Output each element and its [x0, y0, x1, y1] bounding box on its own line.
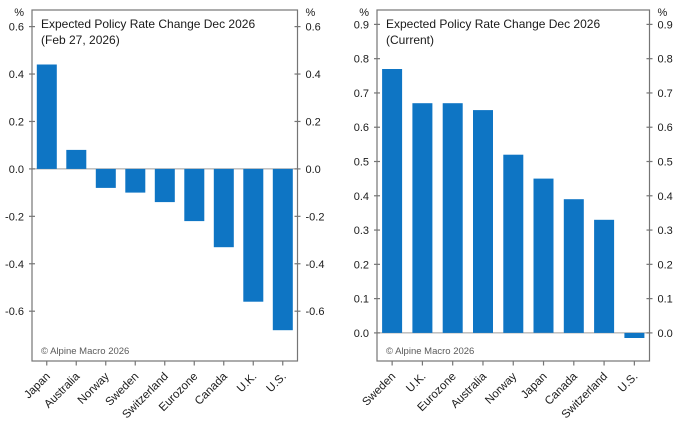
bar-uk: [412, 103, 433, 333]
copyright-label: © Alpine Macro 2026: [386, 346, 474, 357]
y-tick-label-left: 0.7: [354, 88, 369, 100]
x-category-label: U.S.: [265, 371, 289, 395]
y-tick-label-right: 0.6: [306, 22, 321, 34]
bar-us: [272, 168, 293, 331]
unit-label-left: %: [14, 7, 24, 19]
unit-label-right: %: [658, 7, 668, 19]
bar-eurozone: [184, 168, 205, 222]
y-tick-label-right: 0.3: [658, 225, 673, 237]
chart-title: Expected Policy Rate Change Dec 2026: [386, 17, 600, 31]
y-tick-label-left: 0.8: [354, 54, 369, 66]
y-tick-label-right: 0.2: [658, 259, 673, 271]
y-tick-label-left: 0.1: [354, 294, 369, 306]
y-tick-label-right: 0.0: [306, 164, 321, 176]
chart-current-svg: 0.9 0.9 0.8 0.8 0.7 0.7 0.6 0.6 0.5 0.5 0.4 0.4 0.3 0…: [354, 7, 673, 421]
chart-feb27-2026: 0.6 0.6 0.4 0.4 0.2 0.2 0.0 0.0 -0.2 -0.2 -0.4 -0.4…: [5, 7, 325, 421]
chart-title: Expected Policy Rate Change Dec 2026: [41, 17, 255, 31]
chart-subtitle: (Current): [386, 33, 434, 47]
y-tick-label-right: 0.0: [658, 328, 673, 340]
x-category-label: U.S.: [616, 371, 640, 395]
x-category-label: Canada: [193, 370, 230, 407]
y-tick-label-left: -0.4: [5, 259, 24, 271]
chart-feb27-2026-svg: 0.6 0.6 0.4 0.4 0.2 0.2 0.0 0.0 -0.2 -0.2 -0.4 -0.4…: [5, 7, 325, 421]
x-category-label: Sweden: [360, 371, 398, 409]
y-tick-label-left: 0.9: [354, 19, 369, 31]
bar-canada: [563, 199, 584, 333]
copyright-label: © Alpine Macro 2026: [41, 346, 129, 357]
bar-japan: [533, 178, 554, 333]
y-tick-label-right: -0.4: [306, 259, 325, 271]
bar-norway: [95, 168, 116, 188]
bar-uk: [243, 168, 264, 302]
y-tick-label-right: 0.7: [658, 88, 673, 100]
y-tick-label-right: 0.8: [658, 54, 673, 66]
y-tick-label-right: 0.5: [658, 157, 673, 169]
y-tick-label-right: -0.2: [306, 211, 325, 223]
bar-australia: [66, 149, 87, 169]
y-tick-label-right: 0.6: [658, 122, 673, 134]
unit-label-right: %: [306, 7, 316, 19]
bar-us: [624, 332, 645, 338]
chart-current: 0.9 0.9 0.8 0.8 0.7 0.7 0.6 0.6 0.5 0.5 0.4 0.4 0.3 0…: [348, 0, 696, 421]
bar-switzerland: [154, 168, 175, 203]
x-category-label: U.K.: [404, 371, 428, 395]
y-tick-label-left: 0.0: [354, 328, 369, 340]
y-tick-label-right: 0.4: [658, 191, 673, 203]
y-tick-label-left: 0.6: [354, 122, 369, 134]
x-category-label: Norway: [483, 370, 519, 406]
y-tick-label-left: 0.0: [9, 164, 24, 176]
chart-subtitle: (Feb 27, 2026): [41, 33, 120, 47]
bar-norway: [503, 154, 524, 333]
y-tick-label-left: 0.4: [9, 69, 24, 81]
y-tick-label-left: 0.2: [9, 116, 24, 128]
x-category-label: U.K.: [235, 371, 259, 395]
bar-japan: [36, 64, 57, 169]
y-tick-label-right: 0.9: [658, 19, 673, 31]
y-tick-label-left: 0.2: [354, 259, 369, 271]
y-tick-label-right: 0.4: [306, 69, 321, 81]
bar-australia: [473, 110, 493, 333]
unit-label-left: %: [359, 7, 369, 19]
y-tick-label-right: -0.6: [306, 306, 325, 318]
y-tick-label-right: 0.2: [306, 116, 321, 128]
bar-switzerland: [594, 219, 615, 333]
y-tick-label-left: 0.4: [354, 191, 369, 203]
y-tick-label-left: 0.5: [354, 157, 369, 169]
y-tick-label-left: -0.6: [5, 306, 24, 318]
y-tick-label-left: -0.2: [5, 211, 24, 223]
y-tick-label-left: 0.3: [354, 225, 369, 237]
y-tick-label-right: 0.1: [658, 294, 673, 306]
bar-eurozone: [442, 103, 463, 333]
y-tick-label-left: 0.6: [9, 22, 24, 34]
bar-canada: [213, 168, 234, 248]
bar-sweden: [125, 168, 146, 193]
bar-sweden: [382, 69, 403, 333]
